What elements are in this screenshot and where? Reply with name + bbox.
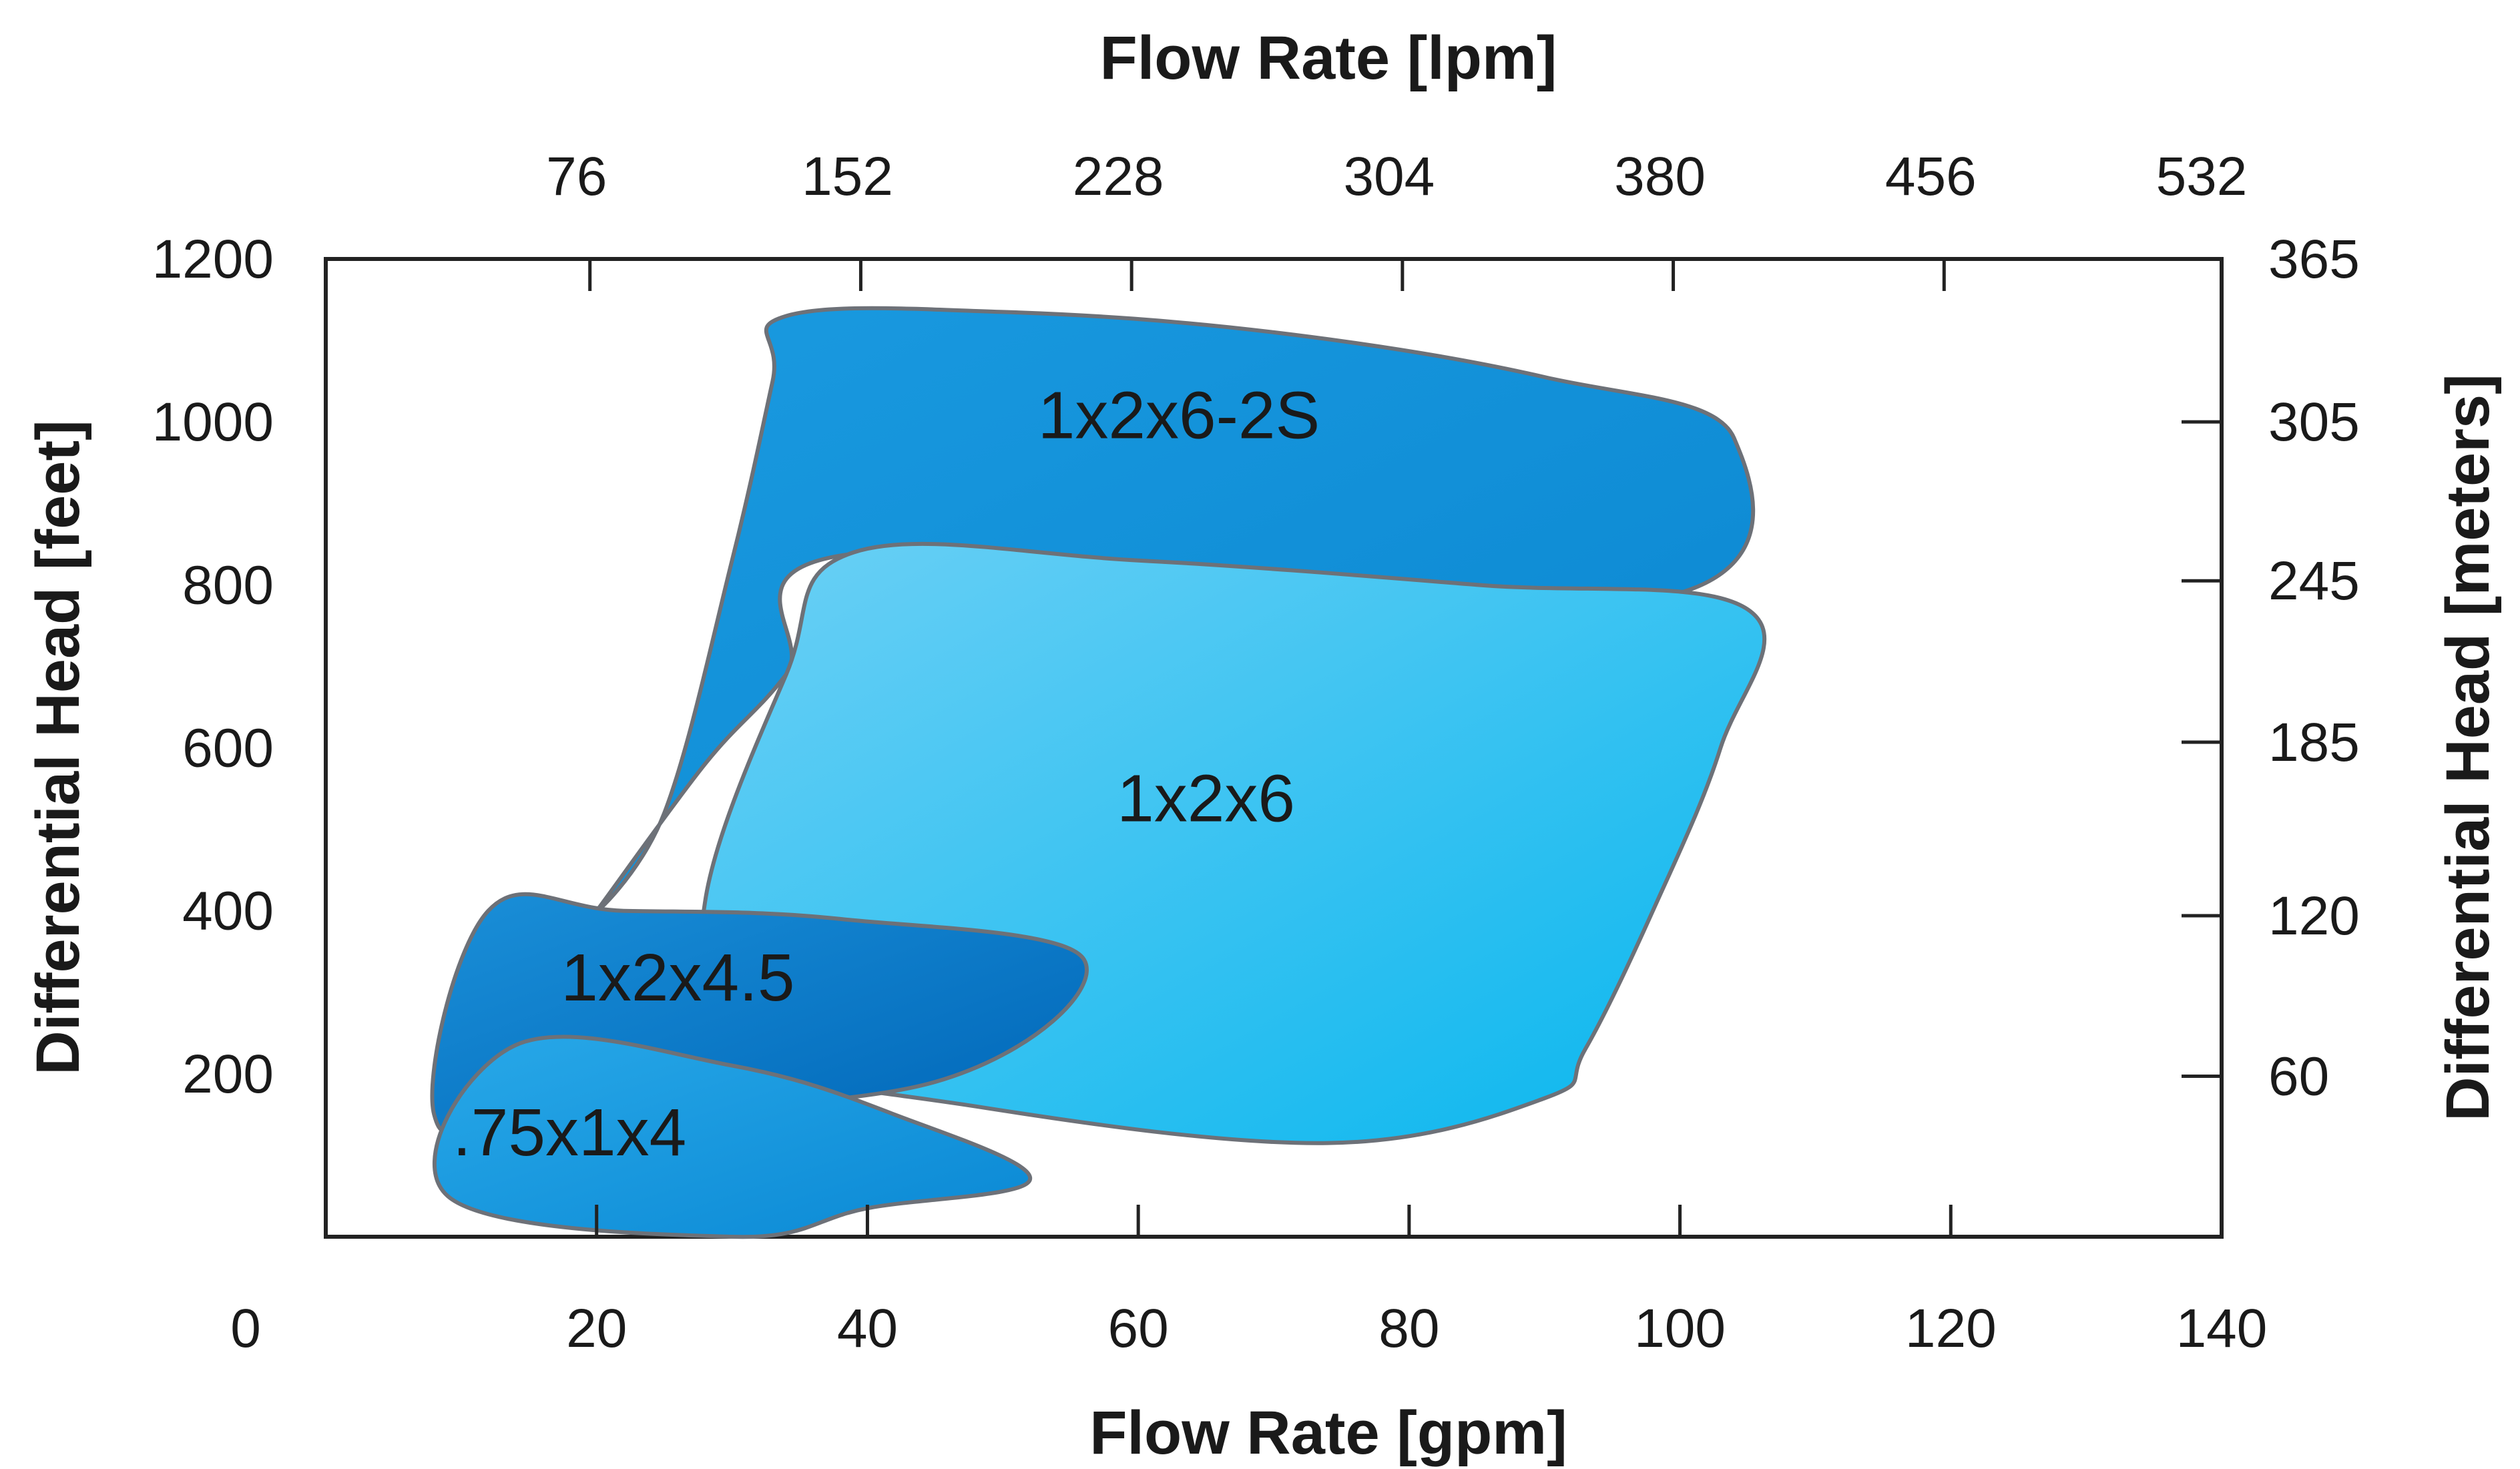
y-tick-label: 200: [182, 1044, 274, 1105]
y2-tick-label: 60: [2268, 1046, 2329, 1107]
region-label-1x2x6: 1x2x6: [1117, 761, 1295, 836]
region-label-75x1x4: .75x1x4: [453, 1095, 686, 1170]
region-75x1x4: [433, 1035, 1032, 1239]
y-axis-title: Differential Head [feet]: [24, 420, 92, 1075]
x2-tick-label: 532: [2156, 146, 2248, 207]
x-tick-label: 20: [566, 1298, 627, 1359]
x2-tick-label: 456: [1885, 146, 1977, 207]
x2-tick-label: 228: [1073, 146, 1164, 207]
axis-ticks: [588, 259, 2222, 1237]
region-label-1x2x6-2s: 1x2x6-2S: [1038, 378, 1320, 453]
x2-axis-title: Flow Rate [lpm]: [1100, 24, 1557, 92]
y-tick-label: 800: [182, 555, 274, 615]
tick-labels: 0 20 40 60 80 100 120 140 76 152 228 304 380 456 532 20…: [152, 146, 2360, 1359]
y-tick-label: 600: [182, 718, 274, 779]
x-tick-label: 140: [2176, 1298, 2268, 1359]
y2-axis-title: Differential Head [meters]: [2434, 374, 2502, 1121]
x2-tick-label: 76: [546, 146, 607, 207]
region-labels: 1x2x6-2S 1x2x6 1x2x4.5 .75x1x4: [453, 378, 1320, 1170]
x-tick-label: 100: [1634, 1298, 1726, 1359]
x2-tick-label: 380: [1614, 146, 1706, 207]
y2-tick-label: 365: [2268, 229, 2360, 290]
region-label-1x2x4-5: 1x2x4.5: [561, 940, 794, 1015]
y2-tick-label: 305: [2268, 392, 2360, 453]
y-tick-label: 400: [182, 881, 274, 942]
x-tick-label: 80: [1378, 1298, 1439, 1359]
x-tick-label: 0: [230, 1298, 261, 1359]
x2-tick-label: 304: [1343, 146, 1435, 207]
x-axis-title: Flow Rate [gpm]: [1089, 1399, 1567, 1467]
x2-tick-label: 152: [802, 146, 893, 207]
x-tick-label: 60: [1108, 1298, 1169, 1359]
y2-tick-label: 185: [2268, 712, 2360, 773]
y2-tick-label: 245: [2268, 551, 2360, 611]
y-tick-label: 1200: [152, 229, 274, 290]
y-tick-label: 1000: [152, 392, 274, 453]
x-tick-label: 120: [1905, 1298, 1997, 1359]
y2-tick-label: 120: [2268, 886, 2360, 946]
x-tick-label: 40: [837, 1298, 898, 1359]
operating-regions: [430, 306, 1767, 1239]
plot-frame: [324, 257, 2224, 1239]
